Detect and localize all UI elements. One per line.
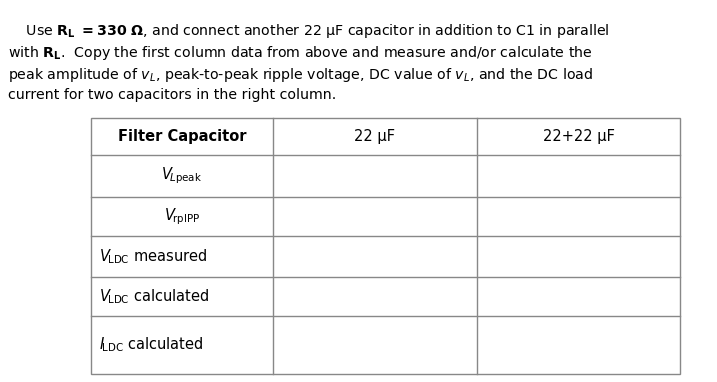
Text: current for two capacitors in the right column.: current for two capacitors in the right … xyxy=(8,88,336,102)
Text: Filter Capacitor: Filter Capacitor xyxy=(118,129,246,144)
Text: $V_{\!\mathit{L}\mathrm{peak}}$: $V_{\!\mathit{L}\mathrm{peak}}$ xyxy=(161,166,202,186)
Text: 22+22 μF: 22+22 μF xyxy=(543,129,614,144)
Text: $I_{\!\mathrm{LDC}}$ calculated: $I_{\!\mathrm{LDC}}$ calculated xyxy=(99,336,204,354)
Text: 22 μF: 22 μF xyxy=(354,129,396,144)
Text: $V_{\!\mathrm{LDC}}$ calculated: $V_{\!\mathrm{LDC}}$ calculated xyxy=(99,287,209,306)
Text: with $\mathbf{R_L}$.  Copy the first column data from above and measure and/or c: with $\mathbf{R_L}$. Copy the first colu… xyxy=(8,44,592,62)
Text: peak amplitude of $\mathit{v}_\mathit{L}$, peak-to-peak ripple voltage, DC value: peak amplitude of $\mathit{v}_\mathit{L}… xyxy=(8,66,593,84)
Text: Use $\mathbf{R_L}$ $\mathbf{= 330\ \Omega}$, and connect another 22 μF capacitor: Use $\mathbf{R_L}$ $\mathbf{= 330\ \Omeg… xyxy=(8,22,609,40)
Text: $V_{\!\mathrm{rp}\mathrm{IPP}}$: $V_{\!\mathrm{rp}\mathrm{IPP}}$ xyxy=(164,206,200,227)
Bar xyxy=(91,118,680,374)
Text: $V_{\!\mathrm{LDC}}$ measured: $V_{\!\mathrm{LDC}}$ measured xyxy=(99,247,207,266)
